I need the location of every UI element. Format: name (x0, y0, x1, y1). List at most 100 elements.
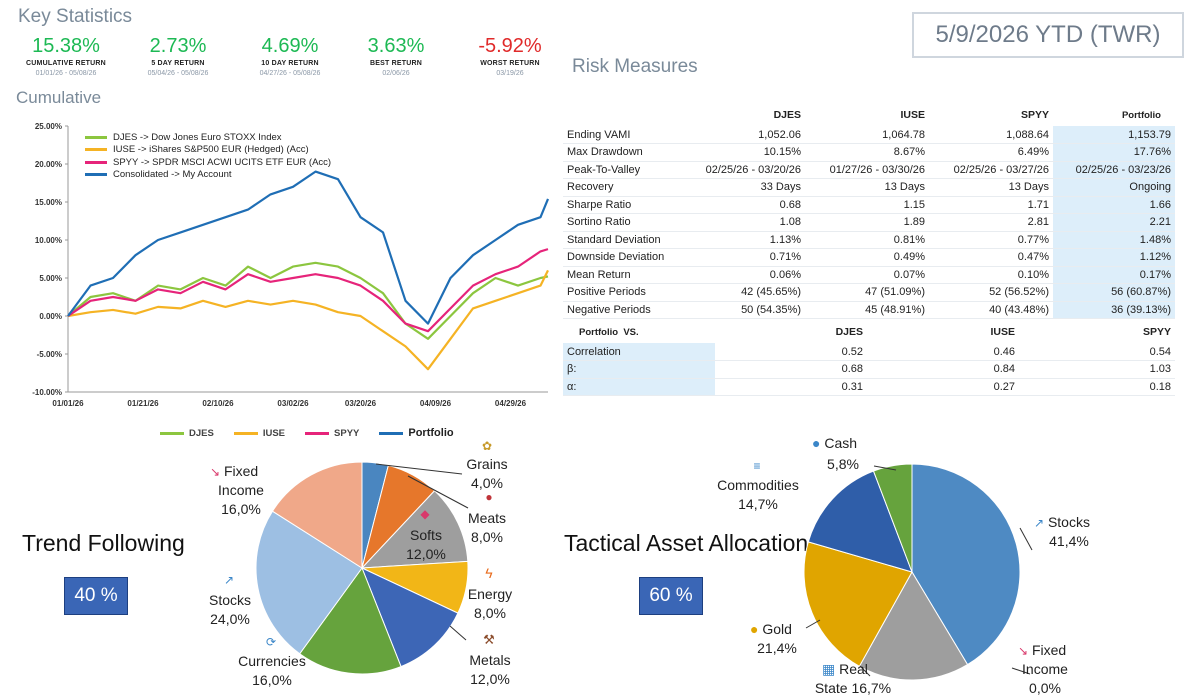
grains-pct: 4,0% (471, 475, 503, 491)
real-state-icon: ▦ (822, 661, 836, 677)
correlation-cell: 1.03 (1019, 360, 1175, 379)
trend-following-pie (255, 461, 469, 675)
risk-cell: 1,088.64 (929, 126, 1053, 144)
bottom-legend-text: DJES (189, 427, 214, 439)
leader-stocks (1019, 527, 1033, 551)
currencies-pct: 16,0% (252, 672, 292, 688)
stat-0: 15.38% CUMULATIVE RETURN 01/01/26 - 05/08/… (14, 34, 118, 77)
correlation-cell: 0.46 (867, 343, 1019, 361)
y-tick-label: -10.00% (32, 388, 62, 397)
correlation-cell: 0.18 (1019, 378, 1175, 396)
currencies-icon: ⟳ (265, 635, 277, 649)
fixed-income-tactical-line1: Fixed (1031, 642, 1067, 658)
correlation-cell: 0.27 (867, 378, 1019, 396)
line-chart-legend: DJES -> Dow Jones Euro STOXX Index IUSE -… (85, 131, 331, 181)
series-line-portfolio (67, 170, 550, 325)
risk-row: Recovery 33 Days 13 Days 13 Days Ongoing (563, 178, 1175, 197)
stat-label: BEST RETURN (370, 60, 422, 67)
softs-name: Softs (410, 527, 442, 543)
x-tick-label: 04/09/26 (420, 399, 452, 408)
risk-cell: 0.07% (805, 266, 929, 284)
legend-text: IUSE -> iShares S&P500 EUR (Hedged) (Acc… (113, 144, 309, 156)
legend-entry: Consolidated -> My Account (85, 169, 331, 182)
y-tick-label: -5.00% (37, 350, 62, 359)
risk-row: Peak-To-Valley 02/25/26 - 03/20/26 01/27/2… (563, 161, 1175, 179)
risk-measures-title: Risk Measures (572, 56, 698, 77)
leader-meats (407, 475, 469, 509)
label-gold-pct: 21,4% (757, 640, 797, 656)
meat-icon: ● (485, 490, 493, 504)
risk-cell: 1.89 (805, 213, 929, 232)
trend-slice-fixed-income (271, 461, 363, 569)
tactical-slice-stocks (911, 463, 1021, 666)
grains-icon: ✿ (481, 439, 493, 453)
commodities-name: Commodities (717, 477, 799, 493)
correlation-row: β: 0.68 0.84 1.03 (563, 360, 1175, 379)
risk-col-portfolio: Portfolio (1121, 109, 1161, 121)
x-tick-label: 02/10/26 (202, 399, 234, 408)
legend-entry: SPYY -> SPDR MSCI ACWI UCITS ETF EUR (Ac… (85, 156, 331, 169)
meats-name: Meats (467, 510, 507, 526)
cumulative-title: Cumulative (16, 88, 102, 107)
risk-cell: 2.81 (929, 213, 1053, 232)
risk-cell: 0.77% (929, 231, 1053, 249)
label-energy: Energy 8,0% (462, 585, 518, 623)
label-softs: Softs 12,0% (398, 526, 454, 564)
risk-cell: 01/27/26 - 03/30/26 (805, 161, 929, 179)
x-tick-label: 01/21/26 (127, 399, 159, 408)
risk-cell: 0.17% (1053, 266, 1175, 284)
x-tick-label: 01/01/26 (52, 399, 84, 408)
risk-row: Mean Return 0.06% 0.07% 0.10% 0.17% (563, 266, 1175, 284)
cumulative-line-chart: 25.00% 20.00% 15.00% 10.00% 5.00% 0.00% -5.00%… (32, 122, 550, 408)
risk-row-label: Standard Deviation (563, 231, 681, 249)
legend-text: SPYY -> SPDR MSCI ACWI UCITS ETF EUR (Ac… (113, 156, 332, 168)
correlation-cell: 0.68 (715, 360, 867, 379)
leader-metals (449, 625, 467, 641)
tactical-allocation-title: Tactical Asset Allocation (564, 530, 809, 556)
label-commodities: Commodities 14,7% (710, 476, 806, 514)
period-badge: 5/9/2026 YTD (TWR) (912, 12, 1184, 58)
correlation-row-label: β: (563, 360, 715, 379)
y-tick-label: 25.00% (35, 122, 62, 131)
stat-label: CUMULATIVE RETURN (26, 60, 106, 67)
risk-cell: 45 (48.91%) (805, 301, 929, 319)
risk-cell: 17.76% (1053, 143, 1175, 162)
y-tick-label: 10.00% (35, 236, 62, 245)
fixed-income-trend-line1: Fixed (223, 463, 259, 479)
correlation-header-portfolio: Portfolio (579, 326, 619, 338)
risk-cell: 02/25/26 - 03/27/26 (929, 161, 1053, 179)
stat-label: 5 DAY RETURN (151, 60, 205, 67)
label-real-state-2: State 16,7% (808, 679, 898, 698)
energy-icon: ϟ (485, 565, 493, 581)
label-fixed-income-tactical-2: Income 0,0% (1010, 660, 1080, 698)
bottom-legend-swatch (160, 431, 184, 435)
risk-row-label: Sharpe Ratio (563, 196, 681, 214)
stat-dates: 04/27/26 - 05/08/26 (259, 70, 321, 77)
bottom-legend-text: IUSE (262, 427, 286, 439)
energy-pct: 8,0% (474, 605, 506, 621)
risk-cell: 02/25/26 - 03/23/26 (1053, 161, 1175, 179)
real-state-line1: Real (839, 661, 868, 677)
grains-name: Grains (466, 456, 508, 472)
risk-row-label: Max Drawdown (563, 143, 681, 162)
real-state-line2: State (814, 680, 848, 696)
stat-dates: 02/06/26 (382, 70, 410, 77)
y-tick-label: 15.00% (35, 198, 62, 207)
x-tick-label: 04/29/26 (495, 399, 527, 408)
risk-cell: 36 (39.13%) (1053, 301, 1175, 319)
risk-cell: 1.66 (1053, 196, 1175, 214)
risk-col-iuse: IUSE (900, 109, 925, 121)
stat-value: 15.38% (32, 35, 100, 57)
series-line-spyy (67, 248, 549, 333)
trend-slice-stocks (255, 510, 363, 655)
stocks-trend-name: Stocks (208, 592, 251, 608)
fixed-income-tactical-icon: ↘ (1018, 644, 1029, 658)
legend-swatch (85, 148, 107, 152)
bottom-legend-entry: IUSE (233, 427, 286, 439)
legend-swatch (85, 160, 107, 164)
stat-3: 3.63% BEST RETURN 02/06/26 (344, 34, 448, 77)
correlation-row-label: Correlation (563, 343, 715, 361)
risk-cell: 0.71% (681, 248, 805, 267)
risk-header-empty (563, 104, 681, 126)
risk-cell: 13 Days (805, 178, 929, 197)
